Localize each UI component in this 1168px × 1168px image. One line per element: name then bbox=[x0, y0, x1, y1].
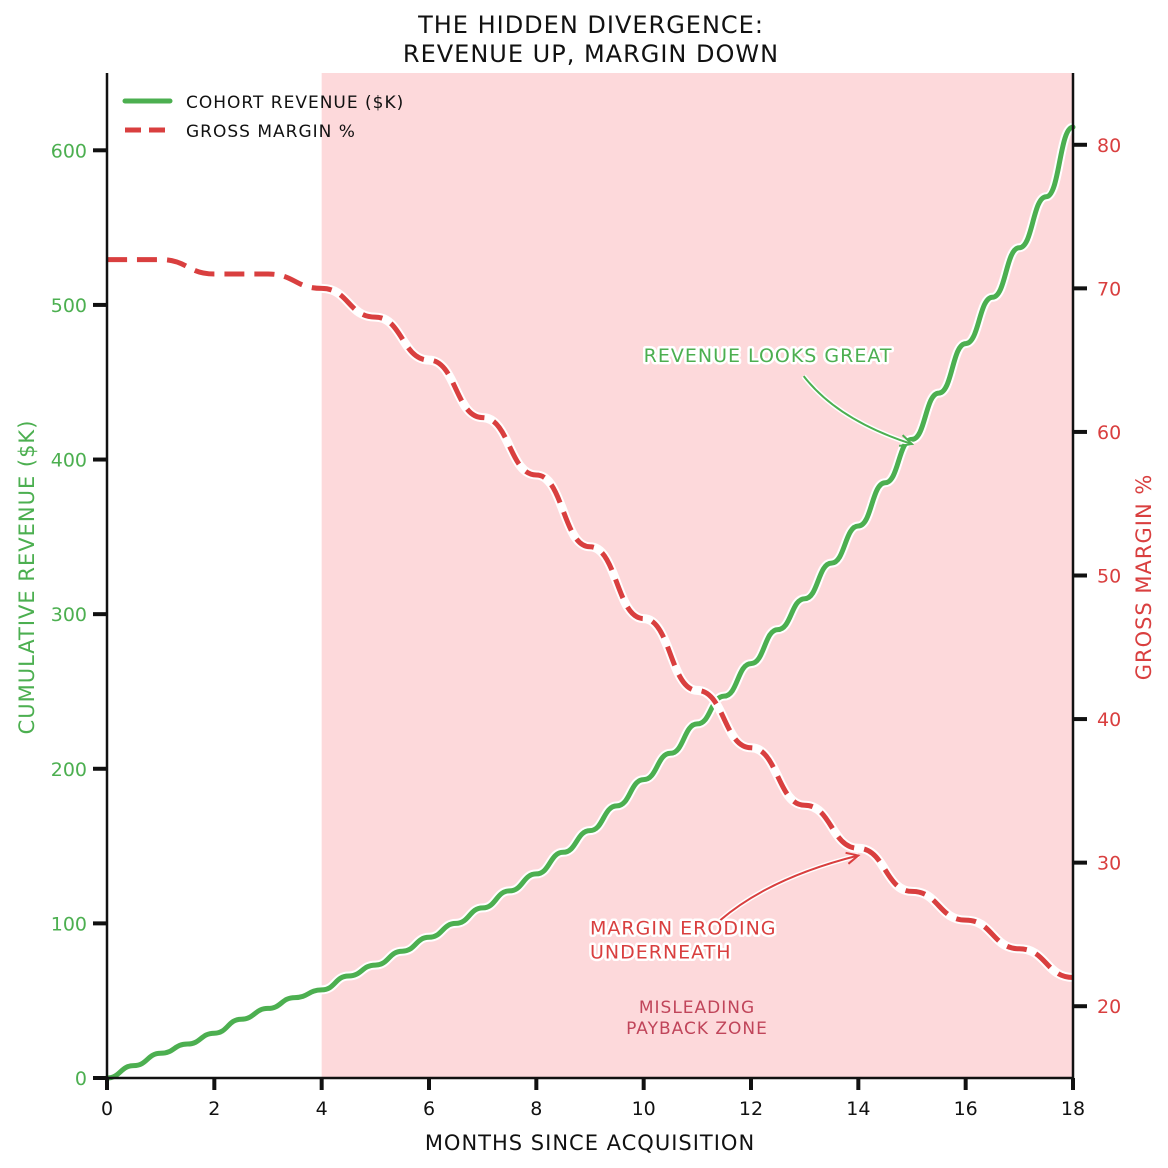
y-left-tick-label: 600 bbox=[51, 140, 87, 162]
y-axis-right-label: GROSS MARGIN % bbox=[1132, 474, 1156, 681]
y-left-tick-label: 400 bbox=[51, 450, 87, 472]
y-left-tick-label: 200 bbox=[51, 759, 87, 781]
x-tick-label: 4 bbox=[316, 1098, 328, 1120]
chart-title-line-1: THE HIDDEN DIVERGENCE: bbox=[417, 11, 764, 39]
zone-label-line-2: PAYBACK ZONE bbox=[626, 1019, 768, 1039]
y-right-tick-label: 80 bbox=[1097, 135, 1121, 157]
y-right-tick-label: 40 bbox=[1097, 709, 1121, 731]
y-right-tick-label: 60 bbox=[1097, 422, 1121, 444]
chart-title-line-2: REVENUE UP, MARGIN DOWN bbox=[403, 40, 779, 68]
y-axis-left-label: CUMULATIVE REVENUE ($K) bbox=[15, 420, 39, 735]
annotation-text: REVENUE LOOKS GREAT bbox=[644, 345, 893, 367]
x-tick-label: 0 bbox=[101, 1098, 113, 1120]
y-left-tick-label: 0 bbox=[75, 1068, 87, 1090]
zone-label-line-1: MISLEADING bbox=[639, 998, 755, 1018]
x-tick-label: 12 bbox=[739, 1098, 763, 1120]
x-tick-label: 14 bbox=[846, 1098, 870, 1120]
legend: COHORT REVENUE ($K) GROSS MARGIN % bbox=[122, 93, 404, 142]
annotations-layer: REVENUE LOOKS GREAT MARGIN ERODINGUNDERNE… bbox=[588, 343, 915, 966]
annotation-text: MARGIN ERODING bbox=[590, 917, 777, 939]
x-tick-label: 10 bbox=[632, 1098, 656, 1120]
annotation-text: UNDERNEATH bbox=[590, 941, 732, 963]
y-left-tick-label: 300 bbox=[51, 604, 87, 626]
y-left-tick-label: 500 bbox=[51, 295, 87, 317]
x-tick-label: 2 bbox=[208, 1098, 220, 1120]
annotation-arrowhead bbox=[845, 851, 861, 865]
y-right-tick-label: 20 bbox=[1097, 996, 1121, 1018]
y-right-tick-label: 70 bbox=[1097, 278, 1121, 300]
annotation-arrow bbox=[719, 854, 859, 922]
legend-margin-label: GROSS MARGIN % bbox=[186, 122, 356, 142]
x-tick-label: 8 bbox=[530, 1098, 542, 1120]
margin-line bbox=[107, 257, 1074, 980]
x-tick-label: 18 bbox=[1061, 1098, 1085, 1120]
y-right-tick-label: 50 bbox=[1097, 566, 1121, 588]
series-layer bbox=[102, 122, 1078, 1083]
axes-layer: 0 2 4 6 8 10 12 14 16 18 0 100 200 300 400 500 600 20 30 40… bbox=[51, 73, 1121, 1120]
y-right-tick-label: 30 bbox=[1097, 853, 1121, 875]
legend-revenue-label: COHORT REVENUE ($K) bbox=[186, 93, 404, 113]
revenue-line bbox=[104, 124, 1076, 1081]
x-tick-label: 16 bbox=[954, 1098, 978, 1120]
y-left-tick-label: 100 bbox=[51, 913, 87, 935]
x-tick-label: 6 bbox=[423, 1098, 435, 1120]
annotation-arrow bbox=[802, 375, 913, 446]
x-axis-label: MONTHS SINCE ACQUISITION bbox=[425, 1131, 755, 1155]
annotation-arrowhead bbox=[898, 434, 915, 447]
